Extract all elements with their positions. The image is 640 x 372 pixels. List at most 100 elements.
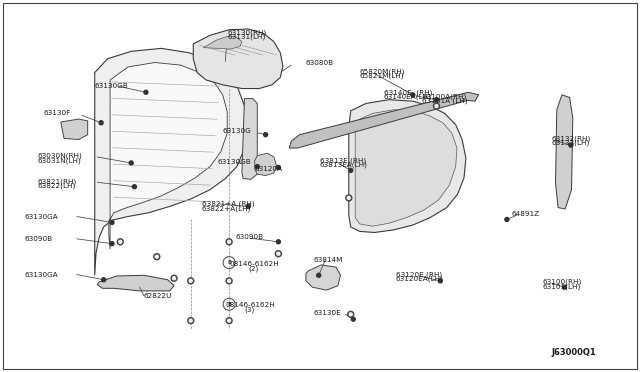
Text: 63822+A(LH): 63822+A(LH) — [202, 205, 251, 212]
Circle shape — [188, 318, 194, 324]
Text: 63120A: 63120A — [255, 166, 283, 172]
Circle shape — [505, 218, 509, 221]
Text: 63822(LH): 63822(LH) — [37, 183, 76, 189]
Circle shape — [563, 285, 566, 289]
Polygon shape — [61, 119, 88, 140]
Circle shape — [226, 239, 232, 245]
Text: 63120E (RH): 63120E (RH) — [396, 271, 442, 278]
Circle shape — [110, 242, 114, 246]
Circle shape — [228, 240, 230, 243]
Circle shape — [276, 240, 280, 244]
Circle shape — [351, 317, 355, 321]
Polygon shape — [255, 153, 276, 176]
Text: 63100(RH): 63100(RH) — [543, 279, 582, 285]
Circle shape — [438, 279, 442, 283]
Text: 63120EA(LH): 63120EA(LH) — [396, 276, 444, 282]
Text: 63140E  (RH): 63140E (RH) — [384, 89, 433, 96]
Text: 63130GA: 63130GA — [24, 272, 58, 278]
Circle shape — [349, 313, 352, 316]
Text: 63090B: 63090B — [236, 234, 264, 240]
Circle shape — [188, 278, 194, 284]
Circle shape — [129, 161, 133, 165]
Circle shape — [433, 103, 440, 109]
Text: 63814M: 63814M — [314, 257, 343, 263]
Circle shape — [275, 251, 282, 257]
Polygon shape — [355, 110, 457, 226]
Text: 63130GB: 63130GB — [95, 83, 129, 89]
Text: 64891Z: 64891Z — [512, 211, 540, 217]
Circle shape — [171, 275, 177, 281]
Text: 63133(LH): 63133(LH) — [552, 140, 590, 146]
Text: 63813EA(LH): 63813EA(LH) — [320, 162, 368, 169]
Polygon shape — [97, 275, 174, 291]
Circle shape — [154, 254, 160, 260]
Circle shape — [569, 143, 573, 147]
Text: 63130E: 63130E — [314, 310, 341, 316]
Text: 63080B: 63080B — [306, 60, 334, 66]
Circle shape — [226, 318, 232, 324]
Circle shape — [99, 121, 103, 125]
Circle shape — [349, 169, 353, 172]
Circle shape — [110, 221, 114, 224]
Circle shape — [348, 311, 354, 317]
Polygon shape — [556, 95, 573, 209]
Text: 63130GA: 63130GA — [24, 214, 58, 219]
Circle shape — [264, 133, 268, 137]
Circle shape — [348, 196, 350, 199]
Polygon shape — [349, 100, 466, 232]
Text: (3): (3) — [244, 306, 255, 313]
Circle shape — [411, 93, 415, 97]
Polygon shape — [193, 29, 283, 89]
Text: 63140EA(LH): 63140EA(LH) — [384, 93, 432, 100]
Text: 63130GB: 63130GB — [218, 159, 252, 165]
Circle shape — [435, 98, 438, 102]
Circle shape — [435, 105, 438, 108]
Text: 08146-6162H: 08146-6162H — [225, 302, 275, 308]
Circle shape — [144, 90, 148, 94]
Circle shape — [228, 279, 230, 282]
Text: 63031N(LH): 63031N(LH) — [37, 157, 81, 164]
Circle shape — [228, 319, 230, 322]
Text: 63101(LH): 63101(LH) — [543, 283, 581, 290]
Circle shape — [156, 255, 158, 258]
Text: B: B — [227, 260, 231, 265]
Text: 63821(RH): 63821(RH) — [37, 178, 76, 185]
Circle shape — [117, 239, 124, 245]
Polygon shape — [109, 62, 227, 249]
Circle shape — [346, 195, 352, 201]
Text: 63101A (LH): 63101A (LH) — [422, 98, 468, 105]
Circle shape — [119, 240, 122, 243]
Text: 65821M(LH): 65821M(LH) — [360, 73, 404, 79]
Text: (2): (2) — [248, 265, 259, 272]
Circle shape — [255, 165, 259, 169]
Text: 63090B: 63090B — [24, 236, 52, 242]
Circle shape — [102, 278, 106, 282]
Polygon shape — [289, 92, 479, 148]
Text: 65820M(RH): 65820M(RH) — [360, 68, 405, 75]
Circle shape — [226, 278, 232, 284]
Text: 63100A(RH): 63100A(RH) — [422, 93, 467, 100]
Text: 63813E (RH): 63813E (RH) — [320, 157, 366, 164]
Text: J63000Q1: J63000Q1 — [552, 348, 596, 357]
Circle shape — [276, 166, 280, 169]
Text: 63130G: 63130G — [223, 128, 252, 134]
Text: 63132(RH): 63132(RH) — [552, 135, 591, 142]
Circle shape — [189, 279, 192, 282]
Circle shape — [246, 205, 250, 208]
Text: 63821+A (RH): 63821+A (RH) — [202, 201, 254, 207]
Polygon shape — [306, 265, 340, 290]
Polygon shape — [204, 36, 242, 49]
Circle shape — [173, 277, 175, 280]
Circle shape — [189, 319, 192, 322]
Text: 63030N(RH): 63030N(RH) — [37, 153, 82, 160]
Text: 63130(RH): 63130(RH) — [227, 29, 266, 36]
Polygon shape — [95, 48, 246, 275]
Circle shape — [277, 252, 280, 255]
Circle shape — [317, 273, 321, 277]
Circle shape — [132, 185, 136, 189]
Text: B: B — [227, 302, 231, 307]
Text: 63131(LH): 63131(LH) — [227, 34, 266, 41]
Text: 63130F: 63130F — [44, 110, 71, 116]
Polygon shape — [242, 99, 257, 179]
Text: 62822U: 62822U — [144, 293, 172, 299]
